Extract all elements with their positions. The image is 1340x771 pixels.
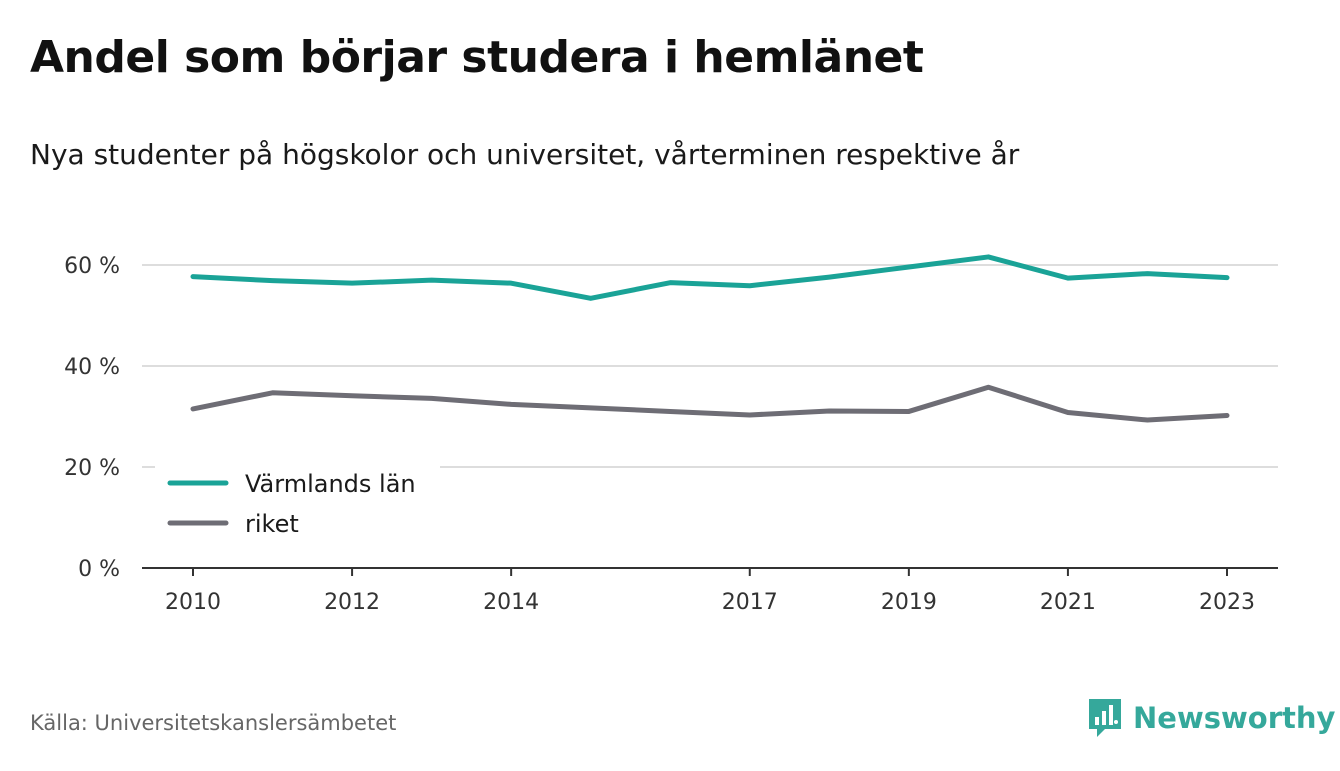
series-line-2	[190, 384, 1230, 423]
brand-name: Newsworthy	[1133, 701, 1336, 735]
series-line-1	[190, 254, 1230, 301]
legend: Värmlands län riket	[155, 460, 440, 542]
legend-label: Värmlands län	[245, 470, 416, 498]
x-tick-label: 2021	[1040, 590, 1096, 615]
chart-title: Andel som börjar studera i hemlänet	[30, 32, 924, 83]
y-tick-label: 60 %	[64, 254, 120, 279]
y-tick-label: 20 %	[64, 456, 120, 481]
x-tick-label: 2010	[165, 590, 221, 615]
legend-background	[155, 460, 440, 542]
x-axis: 2010 2012 2014 2017 2019 2021 2023	[142, 567, 1278, 615]
series-lines	[190, 254, 1230, 423]
brand-logo: Newsworthy	[1087, 697, 1335, 739]
y-tick-label: 0 %	[78, 557, 120, 582]
chart-bubble-icon	[1089, 699, 1121, 737]
x-tick-label: 2017	[722, 590, 778, 615]
chart-subtitle: Nya studenter på högskolor och universit…	[30, 138, 1020, 171]
legend-label: riket	[245, 510, 299, 538]
x-tick-label: 2012	[324, 590, 380, 615]
source-note: Källa: Universitetskanslersämbetet	[30, 711, 397, 735]
x-tick-label: 2023	[1199, 590, 1255, 615]
grid-lines: 0 % 20 % 40 % 60 %	[64, 254, 1278, 582]
x-tick-label: 2019	[881, 590, 937, 615]
y-tick-label: 40 %	[64, 355, 120, 380]
x-tick-label: 2014	[483, 590, 539, 615]
